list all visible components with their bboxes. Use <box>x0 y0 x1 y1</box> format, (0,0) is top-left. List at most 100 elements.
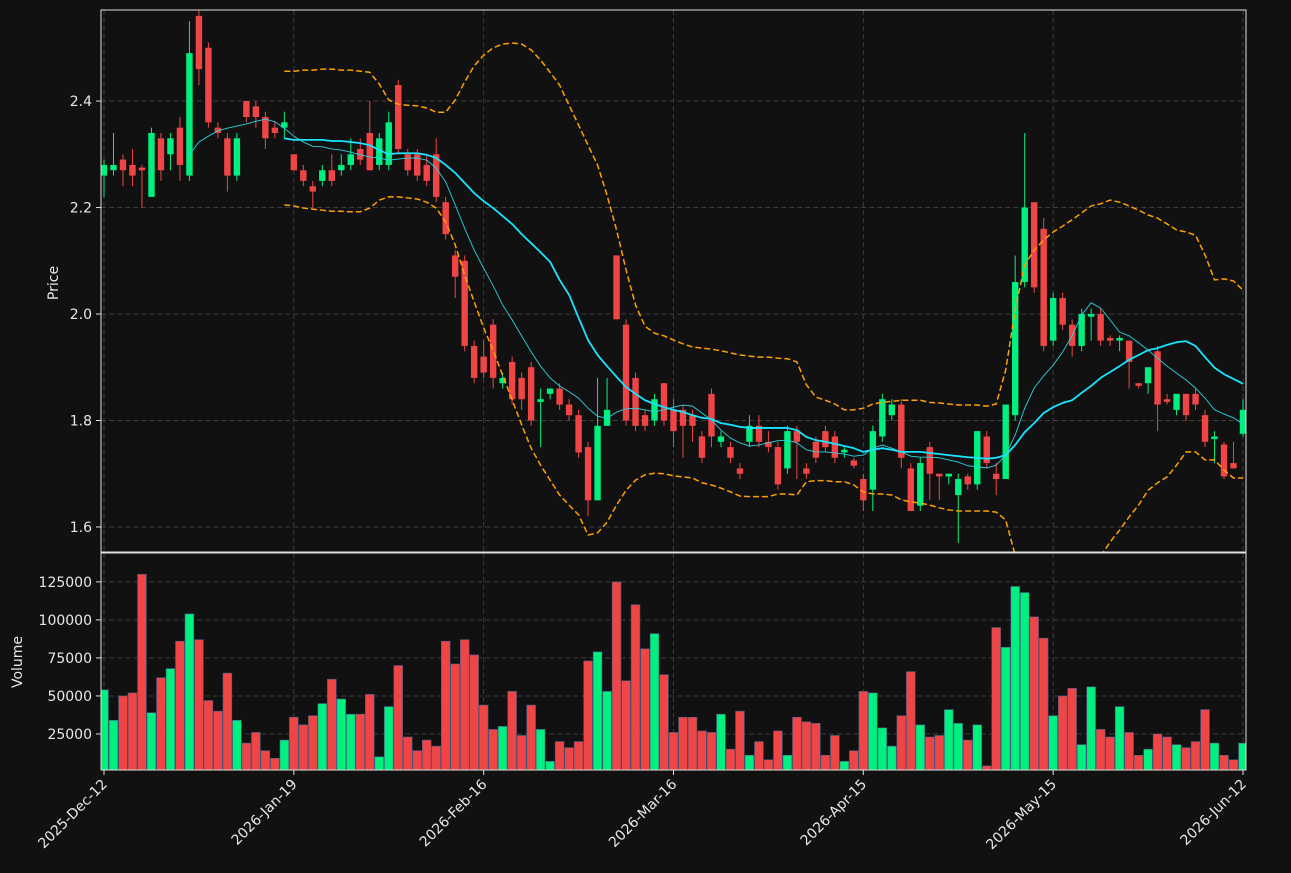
indicator-line <box>284 196 1243 552</box>
volume-bar <box>896 715 907 770</box>
candle-body <box>281 122 288 128</box>
volume-bar <box>127 692 138 770</box>
candle-body <box>556 388 563 405</box>
candle-body <box>366 132 373 171</box>
candle-body <box>1040 228 1047 346</box>
candle-body <box>404 154 411 171</box>
candle-body <box>803 468 810 474</box>
candle-body <box>936 473 943 477</box>
volume-bar <box>1209 742 1220 770</box>
volume-bar <box>1124 732 1134 770</box>
volume-bar <box>478 704 489 770</box>
volume-bar <box>991 627 1001 770</box>
indicator-line <box>284 42 1244 411</box>
volume-bar <box>1171 744 1182 770</box>
volume-bar <box>839 761 850 770</box>
candle-body <box>300 170 307 181</box>
candle-body <box>1192 393 1199 405</box>
candle-body <box>1078 314 1085 346</box>
volume-bar <box>592 651 603 770</box>
volume-bar <box>716 713 726 770</box>
volume-bar <box>336 698 346 770</box>
candle-body <box>233 138 241 176</box>
volume-bar <box>184 613 195 770</box>
candle-body <box>660 383 668 421</box>
volume-bar <box>156 677 166 770</box>
candle-body <box>205 47 212 123</box>
volume-bar <box>611 581 622 770</box>
candle-body <box>945 473 952 477</box>
y-tick-label: 2.0 <box>70 307 92 323</box>
y-tick-label: 1.8 <box>70 413 92 429</box>
candle-body <box>1135 383 1142 386</box>
candle-body <box>423 164 430 181</box>
volume-bar <box>1076 744 1087 770</box>
candle-body <box>1116 337 1123 341</box>
candle-body <box>869 431 877 490</box>
volume-bar <box>469 654 479 770</box>
candle-body <box>167 138 174 155</box>
volume-bar <box>1048 715 1058 770</box>
volume-bar <box>668 732 679 770</box>
candle-body <box>376 138 383 165</box>
volume-bar <box>982 765 992 770</box>
candle-body <box>584 447 592 501</box>
volume-bar <box>706 732 717 770</box>
volume-bar <box>849 750 859 770</box>
volume-bar <box>1105 736 1115 770</box>
volume-bar <box>811 723 821 770</box>
candle-body <box>470 345 478 378</box>
candle-body <box>727 447 734 458</box>
volume-bar <box>459 639 470 770</box>
volume-bar <box>374 756 384 770</box>
candle-body <box>451 255 459 277</box>
volume-bar <box>194 639 204 770</box>
indicator-line <box>284 137 1244 460</box>
volume-bar <box>915 724 925 770</box>
candle-body <box>214 127 222 133</box>
candle-body <box>784 431 791 469</box>
candle-body <box>319 170 326 181</box>
volume-bar <box>1152 733 1163 770</box>
volume-bar <box>213 710 223 770</box>
volume-bar <box>744 754 755 770</box>
volume-bar <box>1219 754 1229 770</box>
candle-body <box>1211 436 1218 440</box>
volume-bar <box>573 741 584 770</box>
volume-bar <box>1095 729 1106 770</box>
candle-body <box>1012 282 1019 416</box>
candle-body <box>309 186 317 192</box>
volume-bar <box>1228 759 1239 770</box>
y-tick-label: 75000 <box>47 651 92 667</box>
candle-body <box>774 447 782 485</box>
volume-bar <box>440 640 451 770</box>
volume-axis-label: Volume <box>10 636 26 688</box>
volume-bar <box>630 604 641 770</box>
volume-bar <box>507 691 517 770</box>
candle-body <box>670 409 677 432</box>
volume-bar <box>1133 754 1144 770</box>
volume-bar <box>270 757 280 770</box>
price-frame <box>100 9 1247 553</box>
volume-bar <box>944 709 954 770</box>
volume-bar <box>820 754 831 770</box>
volume-bar <box>384 706 394 770</box>
volume-bar <box>735 710 745 770</box>
y-tick-label: 50000 <box>47 689 92 705</box>
candle-body <box>613 255 620 320</box>
volume-bar <box>1029 616 1039 770</box>
volume-bar <box>545 761 555 770</box>
volume-bar <box>412 750 422 770</box>
candle-body <box>1125 340 1133 362</box>
candle-body <box>1163 399 1171 402</box>
volume-bar <box>830 735 840 770</box>
candle-body <box>395 85 402 149</box>
volume-bar <box>725 748 736 770</box>
volume-bar <box>934 735 944 770</box>
volume-bar <box>1114 706 1125 770</box>
candle-body <box>1173 393 1180 410</box>
volume-bar <box>488 729 498 770</box>
volume-bar <box>355 713 365 770</box>
volume-bar <box>782 754 793 770</box>
